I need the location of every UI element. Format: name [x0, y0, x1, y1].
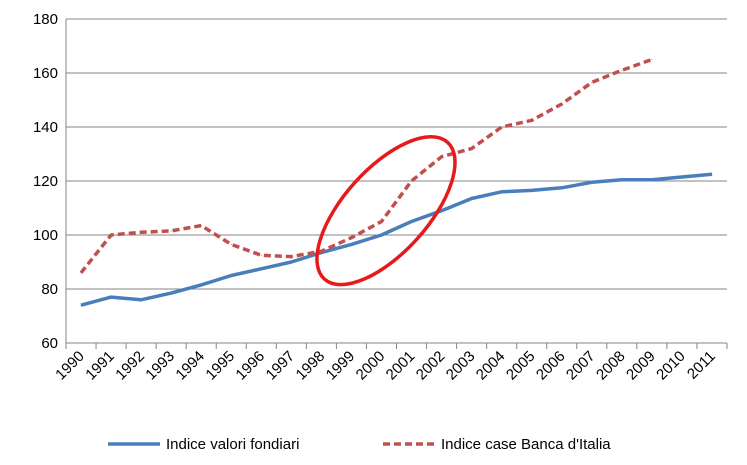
highlight-ellipse	[315, 135, 457, 287]
data-point	[350, 237, 352, 239]
x-tick-label: 1994	[172, 348, 208, 384]
data-point	[681, 176, 683, 178]
data-point	[230, 275, 232, 276]
data-point	[380, 221, 382, 222]
x-tick-label: 1998	[293, 348, 329, 384]
x-tick-label: 1996	[233, 348, 269, 384]
legend-label-2: Indice case Banca d'Italia	[441, 436, 611, 453]
data-point	[561, 103, 563, 105]
series-lines	[79, 57, 713, 307]
data-point	[290, 256, 292, 258]
data-point	[501, 191, 503, 193]
annotations	[315, 135, 457, 287]
y-tick-label: 180	[33, 11, 58, 28]
data-point	[711, 173, 713, 175]
y-tick-label: 160	[33, 65, 58, 82]
data-point	[621, 179, 623, 181]
x-tick-label: 2007	[563, 348, 599, 384]
x-tick-label: 2005	[503, 348, 539, 384]
data-point	[200, 284, 202, 286]
x-tick-label: 1992	[112, 348, 148, 384]
series-line-2	[79, 57, 653, 274]
data-point	[290, 261, 292, 263]
y-tick-label: 120	[33, 173, 58, 190]
data-point	[471, 148, 473, 150]
data-point	[441, 156, 443, 158]
x-tick-label: 2006	[533, 348, 569, 384]
y-axis: 60 80 100 120 140 160 180	[33, 11, 67, 352]
data-point	[591, 81, 593, 83]
legend-label-1: Indice valori fondiari	[166, 436, 299, 453]
data-point	[531, 119, 533, 121]
data-point	[651, 59, 653, 60]
data-point	[501, 126, 503, 128]
data-point	[200, 225, 202, 227]
data-point	[320, 250, 322, 252]
data-point	[441, 210, 443, 212]
y-tick-label: 140	[33, 119, 58, 136]
data-point	[170, 292, 172, 294]
data-point	[531, 189, 533, 191]
x-tick-label: 1997	[263, 348, 299, 384]
data-point	[350, 243, 352, 245]
y-tick-label: 100	[33, 227, 58, 244]
data-point	[140, 231, 142, 233]
x-tick-label: 2010	[653, 348, 689, 384]
data-point	[561, 187, 563, 189]
grid-lines	[66, 18, 727, 344]
data-point	[110, 234, 112, 236]
data-point	[260, 268, 262, 270]
data-point	[140, 299, 142, 301]
y-tick-label: 60	[41, 335, 58, 352]
x-axis: 1990199119921993199419951996199719981999…	[52, 343, 728, 384]
data-point	[411, 180, 413, 182]
data-point	[621, 69, 623, 71]
x-tick-label: 2003	[443, 348, 479, 384]
data-point	[380, 234, 382, 236]
x-tick-label: 2004	[473, 348, 509, 384]
data-point	[170, 230, 172, 232]
x-tick-label: 2002	[413, 348, 449, 384]
data-point	[80, 272, 82, 274]
data-point	[471, 198, 473, 200]
data-point	[411, 221, 413, 222]
x-tick-label: 2009	[623, 348, 659, 384]
x-tick-label: 1990	[52, 348, 88, 384]
x-tick-label: 2008	[593, 348, 629, 384]
series-line-1	[80, 172, 713, 307]
x-tick-label: 1991	[82, 348, 118, 384]
data-point	[80, 304, 82, 306]
x-tick-label: 2001	[383, 348, 419, 384]
data-point	[260, 254, 262, 256]
legend: Indice valori fondiari Indice case Banca …	[108, 436, 611, 453]
x-tick-label: 2011	[684, 348, 719, 383]
data-point	[651, 179, 653, 181]
data-point	[110, 296, 112, 298]
data-point	[591, 181, 593, 183]
x-tick-label: 1999	[323, 348, 359, 384]
x-tick-label: 2000	[353, 348, 389, 384]
data-point	[230, 243, 232, 245]
y-tick-label: 80	[41, 281, 58, 298]
x-tick-label: 1993	[142, 348, 178, 384]
x-tick-label: 1995	[202, 348, 238, 384]
